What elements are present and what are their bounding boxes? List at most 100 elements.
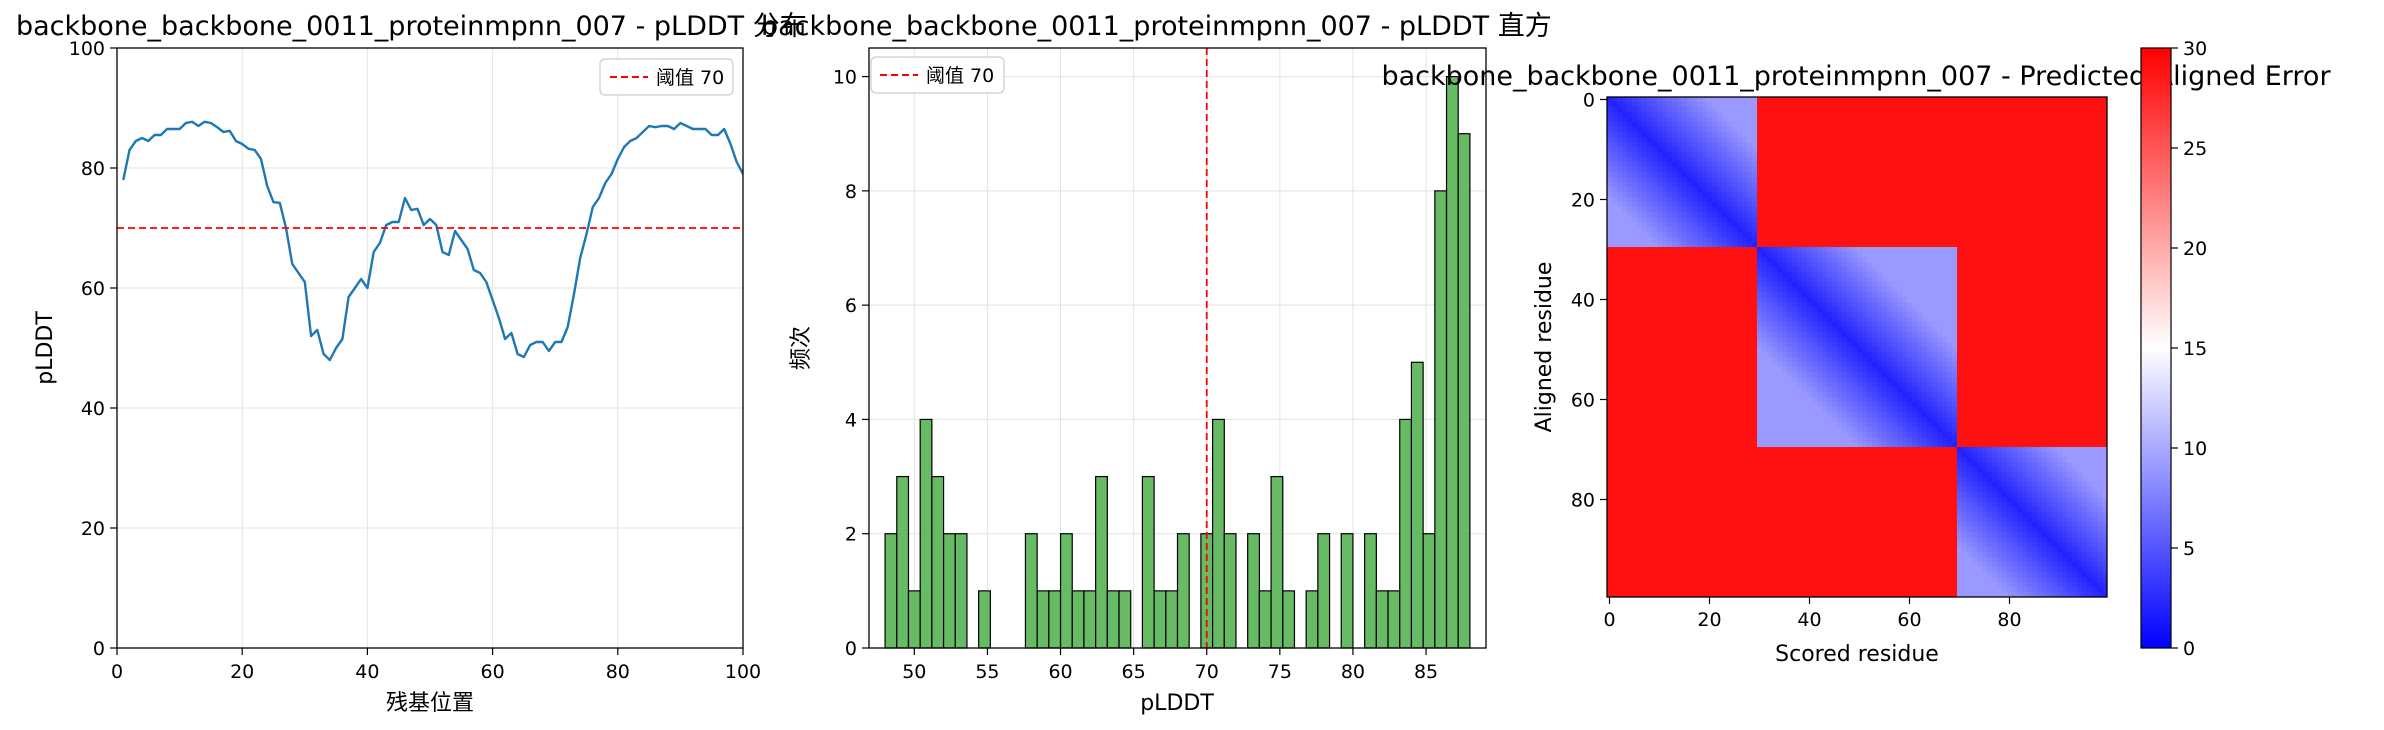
pae-cell xyxy=(2057,302,2063,308)
pae-cell xyxy=(2087,127,2093,133)
pae-cell xyxy=(1637,302,1643,308)
pae-cell xyxy=(1917,162,1923,168)
pae-cell xyxy=(1797,312,1803,318)
pae-cell xyxy=(1882,152,1888,158)
pae-cell xyxy=(2087,267,2093,273)
pae-cell xyxy=(1717,242,1723,248)
pae-cell xyxy=(2067,292,2073,298)
pae-cell xyxy=(1982,277,1988,283)
pae-cell xyxy=(1777,147,1783,153)
pae-cell xyxy=(2102,287,2108,293)
pae-cell xyxy=(1962,132,1968,138)
pae-cell xyxy=(1752,102,1758,108)
pae-cell xyxy=(1892,307,1898,313)
pae-cell xyxy=(1692,137,1698,143)
pae-cell xyxy=(1882,282,1888,288)
pae-cell xyxy=(1657,147,1663,153)
pae-cell xyxy=(1612,317,1618,323)
pae-cell xyxy=(1912,102,1918,108)
pae-cell xyxy=(1912,227,1918,233)
pae-cell xyxy=(2077,182,2083,188)
pae-cell xyxy=(2027,182,2033,188)
pae-cell xyxy=(1957,167,1963,173)
pae-cell xyxy=(1882,222,1888,228)
pae-cell xyxy=(1907,202,1913,208)
pae-cell xyxy=(2007,182,2013,188)
pae-cell xyxy=(2087,332,2093,338)
pae-cell xyxy=(1617,122,1623,128)
pae-cell xyxy=(1752,272,1758,278)
pae-cell xyxy=(2027,257,2033,263)
pae-cell xyxy=(1827,242,1833,248)
pae-cell xyxy=(1872,332,1878,338)
pae-cell xyxy=(1822,157,1828,163)
pae-cell xyxy=(1657,322,1663,328)
pae-cell xyxy=(2042,277,2048,283)
pae-cell xyxy=(1697,222,1703,228)
pae-cell xyxy=(2092,192,2098,198)
pae-cell xyxy=(2092,232,2098,238)
pae-cell xyxy=(1892,217,1898,223)
pae-cell xyxy=(1842,192,1848,198)
pae-cell xyxy=(1687,167,1693,173)
pae-cell xyxy=(1822,162,1828,168)
pae-cell xyxy=(1652,332,1658,338)
pae-cell xyxy=(1827,97,1833,103)
pae-cell xyxy=(1612,242,1618,248)
pae-cell xyxy=(1702,262,1708,268)
pae-cell xyxy=(2072,177,2078,183)
pae-cell xyxy=(1622,267,1628,273)
pae-cell xyxy=(1802,147,1808,153)
pae-cell xyxy=(2102,152,2108,158)
pae-cell xyxy=(2087,282,2093,288)
pae-cell xyxy=(2067,207,2073,213)
pae-cell xyxy=(1627,117,1633,123)
pae-cell xyxy=(1967,322,1973,328)
pae-cell xyxy=(1917,247,1923,253)
pae-cell xyxy=(1977,107,1983,113)
pae-cell xyxy=(1837,132,1843,138)
pae-cell xyxy=(1992,102,1998,108)
pae-cell xyxy=(1907,117,1913,123)
pae-cell xyxy=(1677,122,1683,128)
pae-cell xyxy=(1927,317,1933,323)
pae-cell xyxy=(1937,257,1943,263)
pae-cell xyxy=(1672,207,1678,213)
pae-cell xyxy=(2102,97,2108,103)
pae-cell xyxy=(1627,112,1633,118)
pae-cell xyxy=(1677,292,1683,298)
pae-cell xyxy=(1717,177,1723,183)
pae-cell xyxy=(1677,277,1683,283)
pae-cell xyxy=(2002,212,2008,218)
pae-cell xyxy=(2027,202,2033,208)
pae-cell xyxy=(1692,302,1698,308)
pae-cell xyxy=(1827,222,1833,228)
pae-cell xyxy=(2007,107,2013,113)
pae-cell xyxy=(1772,217,1778,223)
pae-cell xyxy=(2027,217,2033,223)
pae-cell xyxy=(1887,192,1893,198)
pae-cell xyxy=(1737,242,1743,248)
pae-cell xyxy=(2062,227,2068,233)
pae-cell xyxy=(1772,232,1778,238)
pae-cell xyxy=(2017,262,2023,268)
pae-cell xyxy=(1947,177,1953,183)
pae-cell xyxy=(1772,172,1778,178)
pae-cell xyxy=(2092,317,2098,323)
pae-cell xyxy=(1792,242,1798,248)
pae-cell xyxy=(1882,267,1888,273)
pae-cell xyxy=(1617,202,1623,208)
pae-cell xyxy=(1772,277,1778,283)
pae-cell xyxy=(2022,267,2028,273)
pae-cell xyxy=(2102,282,2108,288)
pae-cell xyxy=(2022,132,2028,138)
pae-cell xyxy=(1722,277,1728,283)
pae-cell xyxy=(1977,132,1983,138)
pae-cell xyxy=(1712,292,1718,298)
pae-cell xyxy=(1647,137,1653,143)
pae-cell xyxy=(1657,297,1663,303)
pae-cell xyxy=(1877,317,1883,323)
pae-cell xyxy=(1932,117,1938,123)
pae-cell xyxy=(1892,262,1898,268)
pae-cell xyxy=(2002,247,2008,253)
